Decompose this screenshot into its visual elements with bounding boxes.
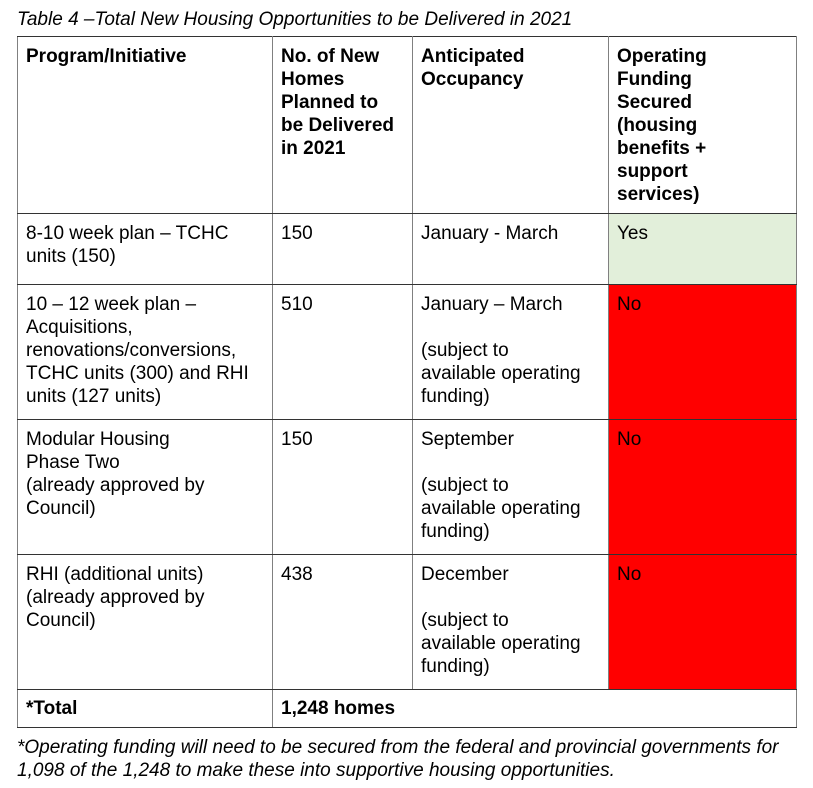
total-value: 1,248 homes: [272, 689, 797, 728]
header-operating-funding-secured: Operating Funding Secured (housing benef…: [608, 36, 797, 214]
cell-homes: 438: [272, 554, 413, 690]
cell-funding-status: No: [608, 284, 797, 420]
cell-funding-status: No: [608, 554, 797, 690]
cell-homes: 150: [272, 419, 413, 555]
cell-program: Modular Housing Phase Two (already appro…: [17, 419, 273, 555]
header-program-initiative: Program/Initiative: [17, 36, 273, 214]
cell-occupancy: December (subject to available operating…: [412, 554, 609, 690]
cell-homes: 150: [272, 213, 413, 285]
cell-program: 8-10 week plan – TCHC units (150): [17, 213, 273, 285]
table-row-rhi-additional-units: RHI (additional units) (already approved…: [17, 554, 797, 690]
total-row: *Total 1,248 homes: [17, 689, 797, 728]
cell-occupancy: January - March: [412, 213, 609, 285]
cell-funding-status: No: [608, 419, 797, 555]
cell-program: RHI (additional units) (already approved…: [17, 554, 273, 690]
table-title: Table 4 –Total New Housing Opportunities…: [17, 9, 573, 30]
header-row: Program/Initiative No. of New Homes Plan…: [17, 36, 797, 214]
header-no-of-new-homes: No. of New Homes Planned to be Delivered…: [272, 36, 413, 214]
cell-homes: 510: [272, 284, 413, 420]
cell-occupancy: January – March (subject to available op…: [412, 284, 609, 420]
footnote: *Operating funding will need to be secur…: [17, 737, 779, 781]
table-row-8-10-week-plan: 8-10 week plan – TCHC units (150) 150 Ja…: [17, 213, 797, 285]
table-row-10-12-week-plan: 10 – 12 week plan – Acquisitions, renova…: [17, 284, 797, 420]
table-row-modular-housing: Modular Housing Phase Two (already appro…: [17, 419, 797, 555]
cell-funding-status: Yes: [608, 213, 797, 285]
header-anticipated-occupancy: Anticipated Occupancy: [412, 36, 609, 214]
housing-opportunities-table: Program/Initiative No. of New Homes Plan…: [17, 36, 797, 728]
total-label: *Total: [17, 689, 273, 728]
cell-occupancy: September (subject to available operatin…: [412, 419, 609, 555]
cell-program: 10 – 12 week plan – Acquisitions, renova…: [17, 284, 273, 420]
